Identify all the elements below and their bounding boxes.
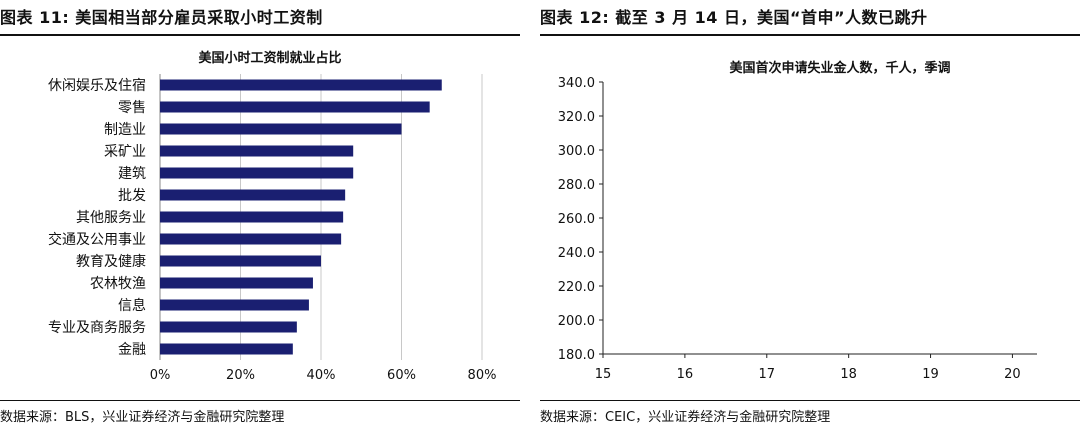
bar-x-tick-label: 20% [226,368,255,383]
panel-hourly-wage: 图表 11: 美国相当部分雇员采取小时工资制 美国小时工资制就业占比 0% 20% 4… [0,0,520,436]
bar [160,189,346,201]
bar-chart: 美国小时工资制就业占比 0% 20% 40% 60% 80% 休闲娱乐及住宿零售制造业采矿业… [48,50,497,383]
bar [160,321,297,333]
line-x-tick-label: 16 [677,367,694,382]
line-x-tick-label: 17 [759,367,776,382]
bar [160,145,354,157]
bar [160,211,344,223]
footer-rule-left [0,400,520,401]
bar-x-tick-label: 0% [150,368,171,383]
bar-x-tick-label: 40% [307,368,336,383]
title-rule-right [540,34,1080,36]
bar-category-label: 建筑 [118,166,146,182]
bar-category-label: 采矿业 [104,144,146,160]
bar-category-label: 信息 [118,297,146,314]
bar-category-label: 制造业 [104,122,146,138]
source-note-left: 数据来源：BLS，兴业证券经济与金融研究院整理 [0,410,285,425]
line-y-tick-label: 180.0 [558,348,595,363]
line-y-tick-label: 240.0 [558,246,595,261]
line-y-tick-label: 260.0 [558,212,595,227]
bar-x-tick-label: 80% [468,368,497,383]
line-y-tick-label: 320.0 [558,110,595,125]
footer-rule-right [540,400,1080,401]
figure-title-12: 图表 12: 截至 3 月 14 日，美国“首申”人数已跳升 [540,8,928,27]
bar-category-label: 教育及健康 [76,253,146,270]
bar-category-label: 批发 [118,188,146,204]
line-y-tick-label: 220.0 [558,280,595,295]
bar-category-label: 农林牧渔 [90,276,146,292]
bar-category-label: 交通及公用事业 [48,231,146,248]
line-chart: 美国首次申请失业金人数，千人，季调 180.0 200.0 220.0 240.0 260… [558,60,1037,382]
bar-category-label: 专业及商务服务 [48,320,146,336]
line-y-tick-label: 340.0 [558,76,595,91]
line-y-tick-label: 300.0 [558,144,595,159]
line-x-tick-label: 19 [922,367,939,382]
bar-chart-title: 美国小时工资制就业占比 [198,50,341,66]
figure-title-11: 图表 11: 美国相当部分雇员采取小时工资制 [0,8,323,27]
panel-initial-claims: 图表 12: 截至 3 月 14 日，美国“首申”人数已跳升 美国首次申请失业金… [540,0,1080,436]
title-rule-left [0,34,520,36]
bar-x-tick-label: 60% [387,368,416,383]
source-note-right: 数据来源：CEIC，兴业证券经济与金融研究院整理 [540,410,831,425]
line-x-tick-label: 20 [1004,367,1021,382]
bar-category-label: 零售 [118,100,146,116]
bar [160,101,430,113]
bar-category-label: 休闲娱乐及住宿 [48,77,146,94]
line-y-tick-label: 200.0 [558,314,595,329]
bar [160,79,442,91]
bar [160,123,402,135]
line-chart-title: 美国首次申请失业金人数，千人，季调 [729,60,950,76]
bar-category-label: 金融 [118,342,146,358]
bar [160,343,293,355]
bar-category-label: 其他服务业 [76,210,146,226]
line-x-tick-label: 18 [840,367,857,382]
bar [160,255,321,267]
bar [160,277,313,289]
line-x-tick-label: 15 [595,367,612,382]
bar [160,167,354,179]
bar [160,299,309,311]
line-y-tick-label: 280.0 [558,178,595,193]
bar [160,233,342,245]
